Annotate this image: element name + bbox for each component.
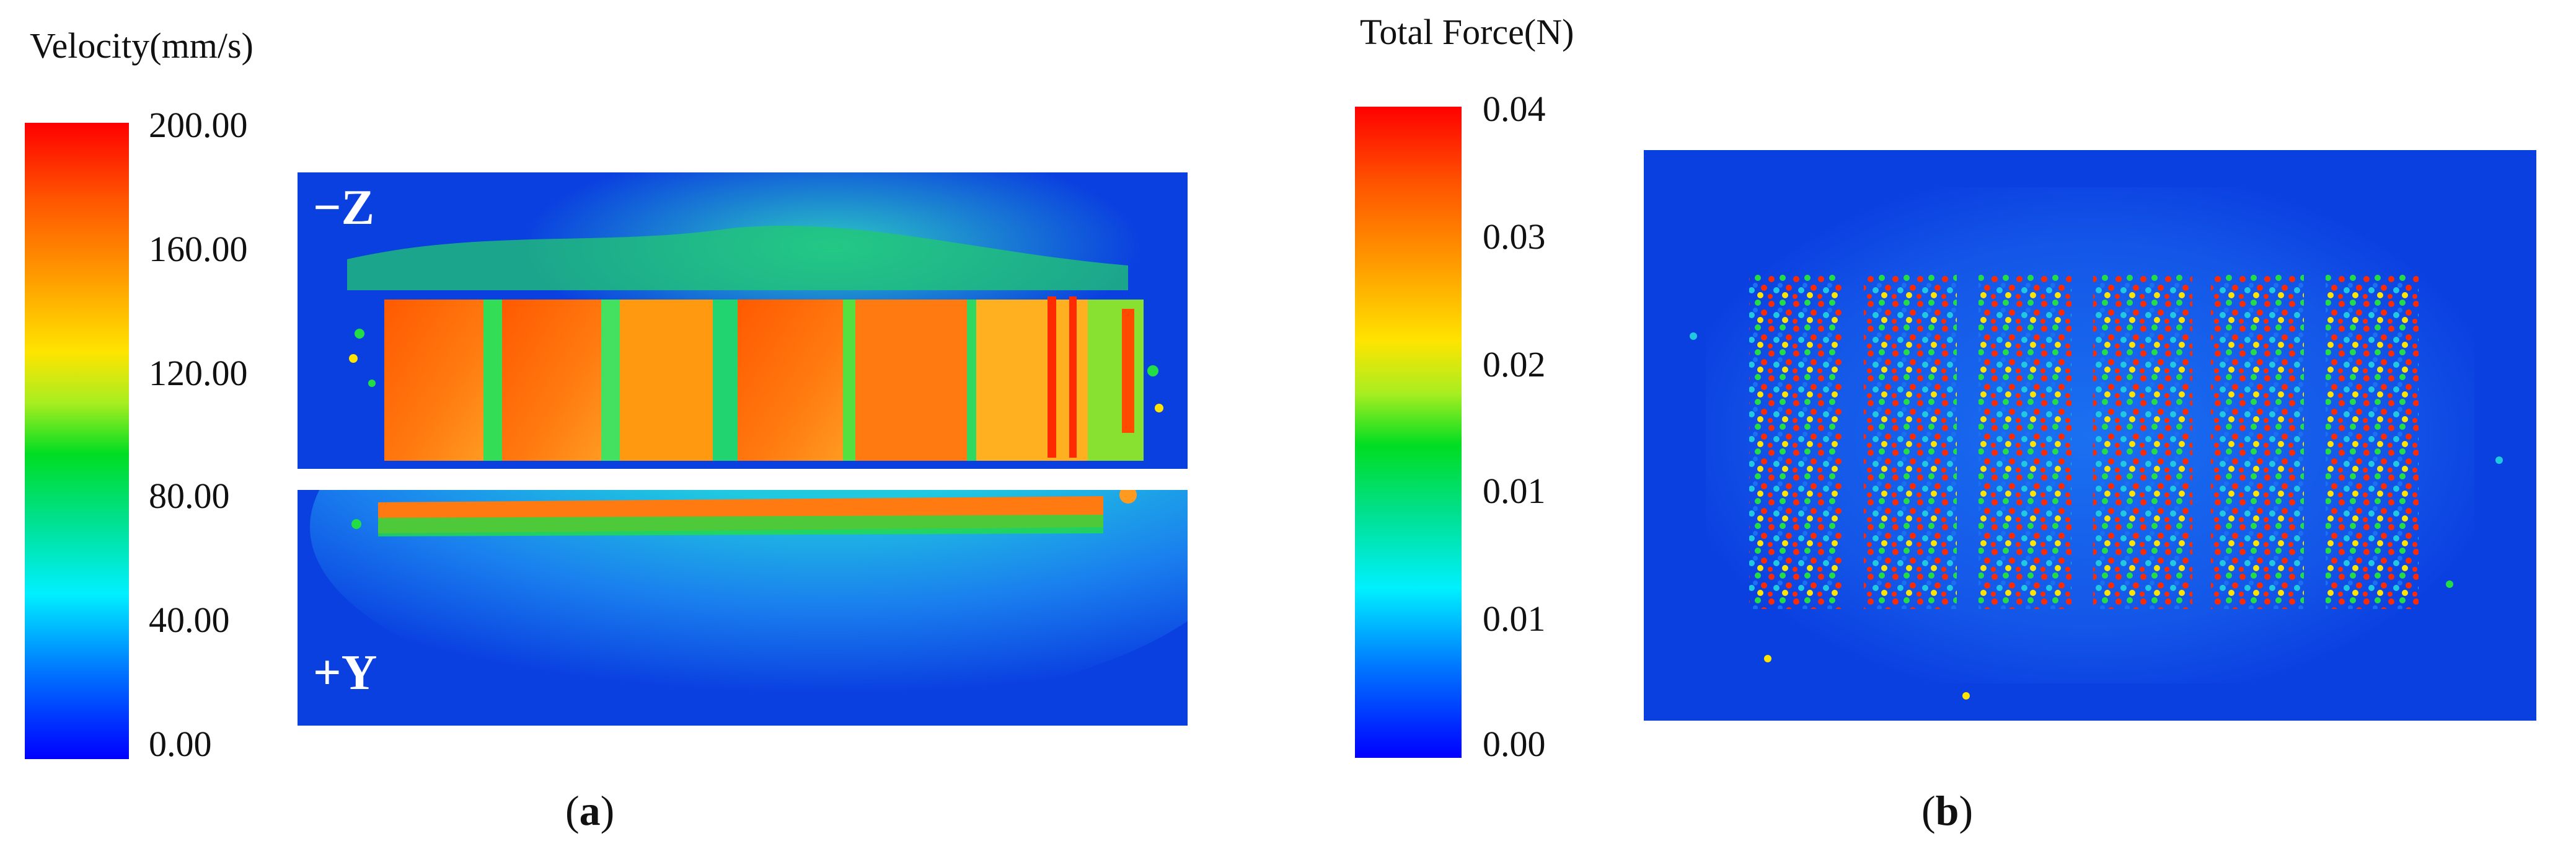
force-colorbar-title: Total Force(N)	[1360, 12, 1574, 52]
force-tick: 0.01	[1483, 598, 1546, 639]
velocity-tick: 0.00	[149, 724, 212, 764]
panel-b-caption: (b)	[1921, 786, 1973, 835]
upper-view-axis-label: −Z	[313, 180, 374, 235]
caption-letter: a	[579, 787, 601, 834]
velocity-tick: 120.00	[149, 353, 248, 393]
force-colorbar	[1355, 107, 1462, 758]
caption-paren: )	[1959, 787, 1974, 834]
caption-paren: (	[565, 787, 580, 834]
velocity-tick: 160.00	[149, 229, 248, 269]
force-tick: 0.03	[1483, 216, 1546, 257]
force-tick: 0.04	[1483, 89, 1546, 129]
lower-view-axis-label: +Y	[313, 646, 377, 700]
caption-paren: )	[600, 787, 615, 834]
caption-letter: b	[1935, 787, 1959, 834]
force-tick: 0.02	[1483, 344, 1546, 385]
velocity-lower-view-image	[298, 490, 1188, 726]
velocity-upper-view-image	[298, 172, 1188, 469]
force-distribution-image	[1644, 150, 2536, 721]
force-tick: 0.01	[1483, 471, 1546, 511]
velocity-tick: 40.00	[149, 600, 230, 640]
velocity-colorbar-title: Velocity(mm/s)	[30, 25, 254, 66]
velocity-tick: 80.00	[149, 476, 230, 516]
velocity-colorbar	[25, 123, 129, 759]
force-tick: 0.00	[1483, 724, 1546, 764]
velocity-tick: 200.00	[149, 105, 248, 145]
caption-paren: (	[1921, 787, 1936, 834]
panel-a-caption: (a)	[565, 786, 614, 835]
